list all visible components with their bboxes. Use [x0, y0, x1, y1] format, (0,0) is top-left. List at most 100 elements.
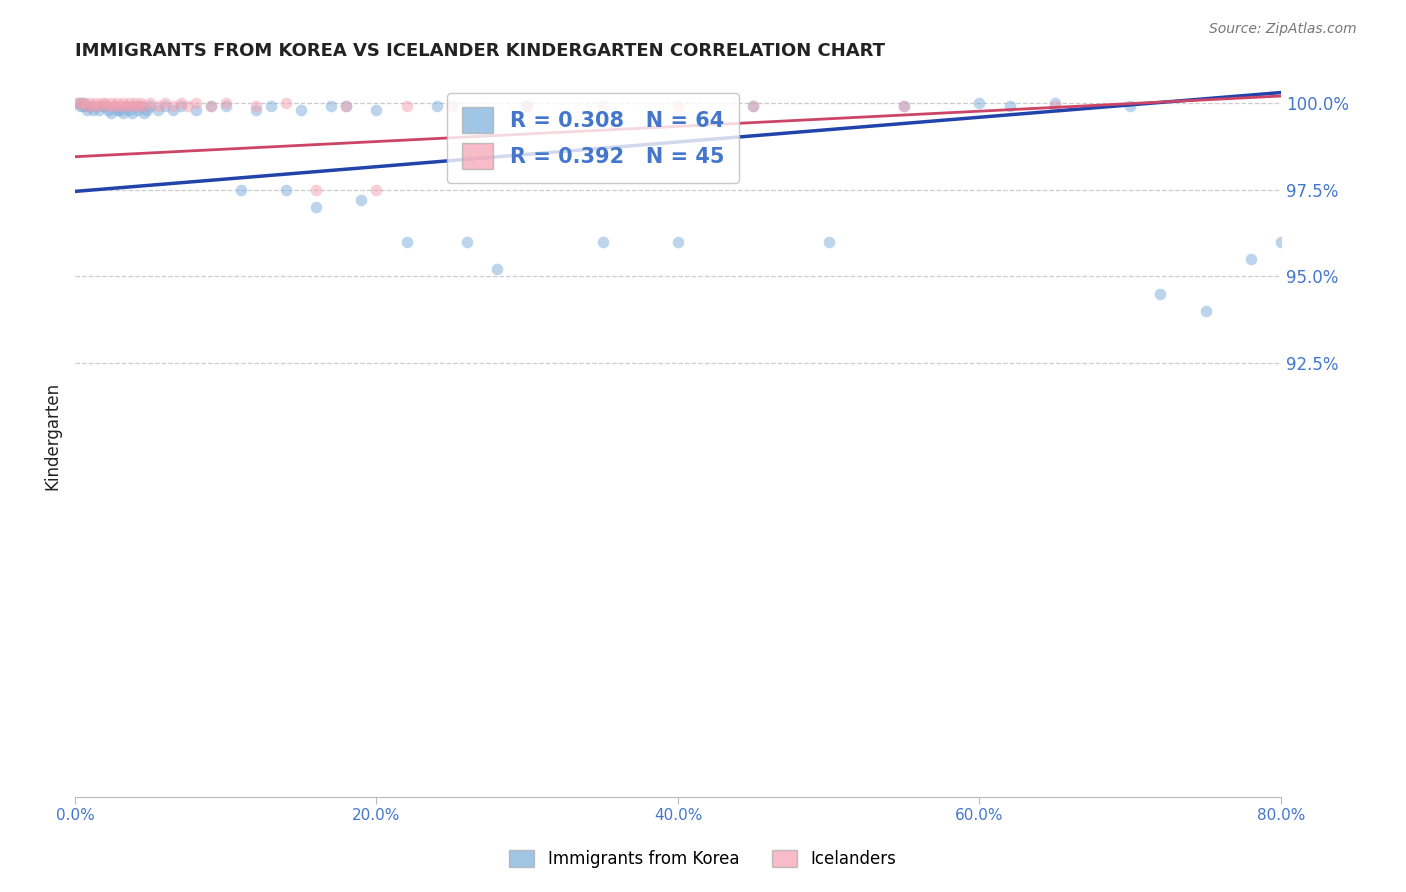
Point — [105, 95, 128, 110]
Point — [73, 95, 96, 110]
Point — [1240, 252, 1263, 266]
Point — [395, 99, 418, 113]
Point — [124, 95, 146, 110]
Point — [118, 103, 141, 117]
Point — [290, 103, 312, 117]
Point — [89, 103, 111, 117]
Point — [742, 99, 765, 113]
Point — [76, 103, 98, 117]
Point — [516, 99, 538, 113]
Point — [169, 95, 191, 110]
Point — [456, 235, 478, 249]
Point — [215, 99, 238, 113]
Point — [121, 99, 143, 113]
Y-axis label: Kindergarten: Kindergarten — [44, 382, 60, 490]
Point — [121, 106, 143, 120]
Point — [177, 99, 200, 113]
Point — [72, 99, 94, 113]
Point — [998, 99, 1021, 113]
Point — [274, 183, 297, 197]
Point — [146, 103, 169, 117]
Point — [305, 200, 328, 214]
Point — [184, 95, 207, 110]
Point — [84, 99, 107, 113]
Legend: R = 0.308   N = 64, R = 0.392   N = 45: R = 0.308 N = 64, R = 0.392 N = 45 — [447, 93, 738, 183]
Point — [893, 99, 915, 113]
Point — [155, 99, 177, 113]
Point — [82, 99, 104, 113]
Point — [260, 99, 283, 113]
Point — [94, 95, 117, 110]
Point — [100, 95, 122, 110]
Point — [592, 235, 614, 249]
Point — [169, 99, 191, 113]
Point — [97, 103, 120, 117]
Point — [110, 99, 132, 113]
Point — [350, 193, 373, 207]
Point — [155, 95, 177, 110]
Point — [305, 183, 328, 197]
Point — [486, 262, 509, 277]
Point — [1043, 95, 1066, 110]
Point — [139, 99, 162, 113]
Point — [162, 99, 184, 113]
Point — [426, 99, 449, 113]
Point — [84, 95, 107, 110]
Point — [76, 99, 98, 113]
Point — [134, 106, 156, 120]
Point — [94, 99, 117, 113]
Point — [66, 95, 89, 110]
Point — [73, 95, 96, 110]
Point — [666, 99, 689, 113]
Point — [124, 99, 146, 113]
Point — [127, 99, 149, 113]
Point — [70, 95, 93, 110]
Text: Source: ZipAtlas.com: Source: ZipAtlas.com — [1209, 22, 1357, 37]
Point — [1149, 286, 1171, 301]
Point — [115, 99, 138, 113]
Point — [131, 95, 153, 110]
Point — [105, 103, 128, 117]
Point — [666, 235, 689, 249]
Point — [516, 99, 538, 113]
Point — [245, 103, 267, 117]
Point — [146, 99, 169, 113]
Point — [200, 99, 222, 113]
Point — [893, 99, 915, 113]
Point — [742, 99, 765, 113]
Point — [162, 103, 184, 117]
Point — [321, 99, 343, 113]
Point — [79, 95, 101, 110]
Point — [75, 99, 97, 113]
Point — [110, 103, 132, 117]
Point — [82, 103, 104, 117]
Point — [115, 99, 138, 113]
Text: IMMIGRANTS FROM KOREA VS ICELANDER KINDERGARTEN CORRELATION CHART: IMMIGRANTS FROM KOREA VS ICELANDER KINDE… — [75, 42, 884, 60]
Point — [335, 99, 357, 113]
Point — [1194, 304, 1216, 318]
Point — [77, 99, 100, 113]
Point — [79, 99, 101, 113]
Point — [366, 183, 388, 197]
Point — [97, 99, 120, 113]
Point — [215, 95, 238, 110]
Point — [229, 183, 252, 197]
Point — [440, 99, 463, 113]
Point — [89, 99, 111, 113]
Point — [70, 95, 93, 110]
Point — [139, 95, 162, 110]
Point — [200, 99, 222, 113]
Point — [91, 99, 114, 113]
Point — [1270, 235, 1292, 249]
Point — [112, 95, 135, 110]
Point — [817, 235, 839, 249]
Point — [395, 235, 418, 249]
Point — [335, 99, 357, 113]
Point — [134, 99, 156, 113]
Point — [103, 99, 125, 113]
Point — [118, 95, 141, 110]
Point — [366, 103, 388, 117]
Point — [1119, 99, 1142, 113]
Point — [66, 95, 89, 110]
Point — [969, 95, 991, 110]
